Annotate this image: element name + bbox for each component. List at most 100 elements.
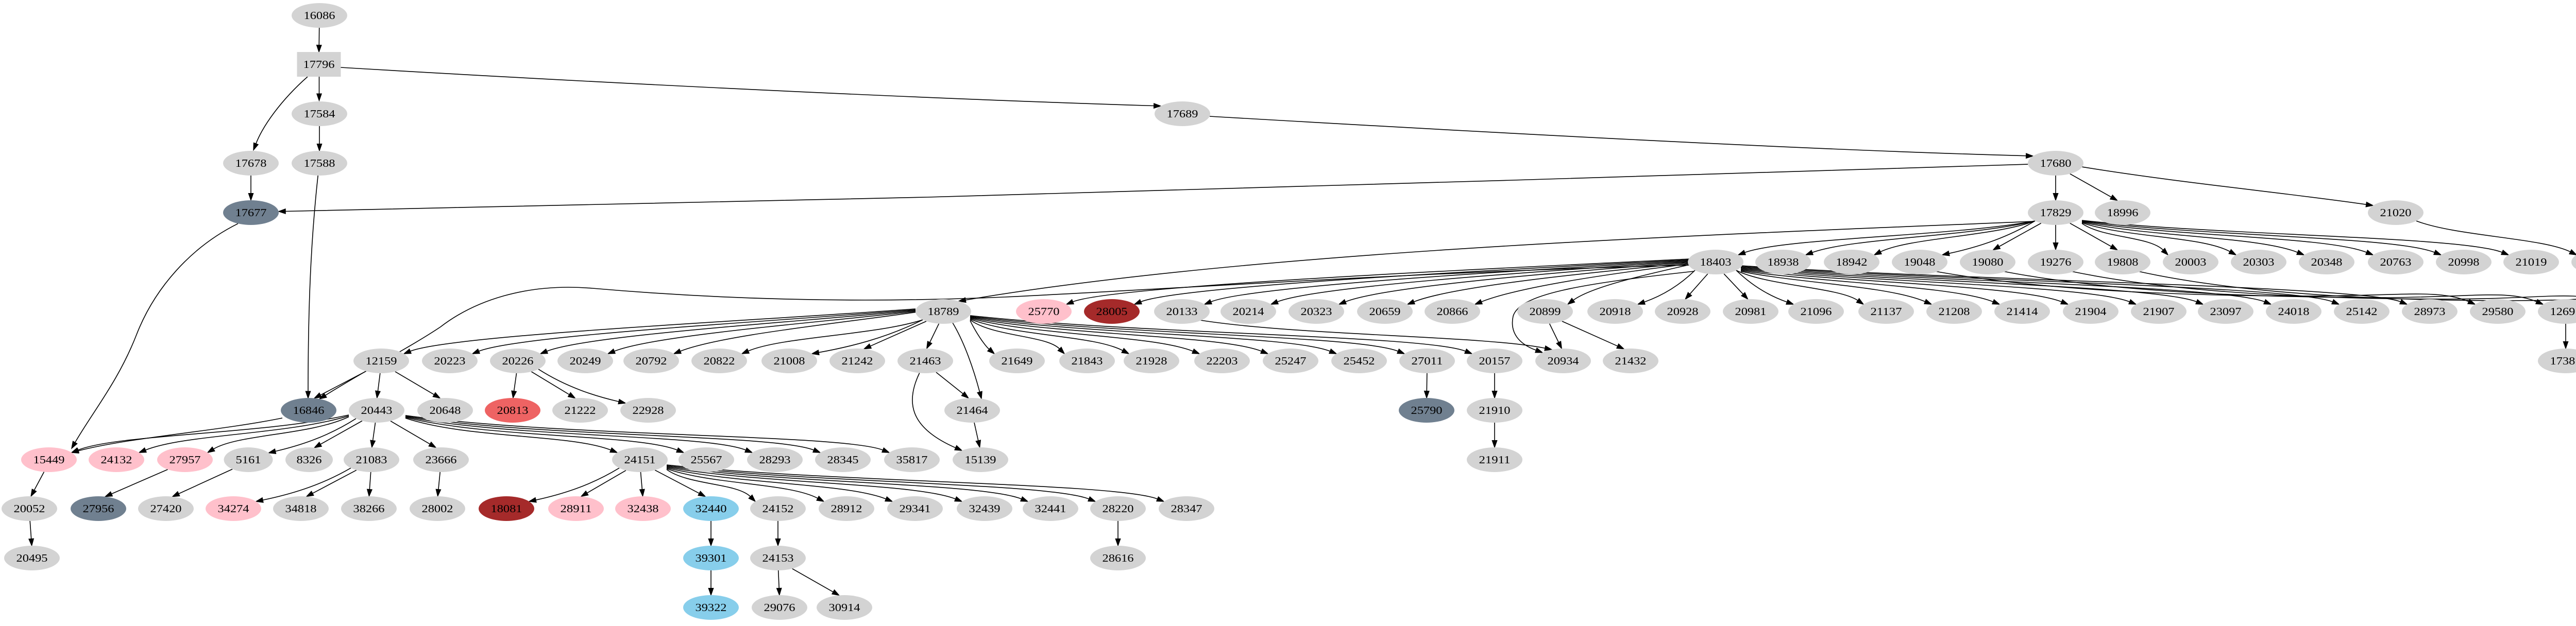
svg-text:27011: 27011 bbox=[1412, 355, 1443, 367]
svg-text:21019: 21019 bbox=[2516, 256, 2547, 268]
svg-text:21463: 21463 bbox=[910, 355, 941, 367]
svg-text:18942: 18942 bbox=[1836, 256, 1868, 268]
svg-text:21907: 21907 bbox=[2143, 305, 2175, 318]
svg-text:20792: 20792 bbox=[636, 355, 667, 367]
svg-text:38266: 38266 bbox=[353, 502, 385, 515]
svg-text:20157: 20157 bbox=[1479, 355, 1511, 367]
svg-text:35817: 35817 bbox=[896, 454, 928, 466]
svg-text:32439: 32439 bbox=[969, 502, 1001, 515]
svg-text:21910: 21910 bbox=[1479, 404, 1511, 416]
svg-text:28911: 28911 bbox=[561, 502, 592, 515]
svg-text:24152: 24152 bbox=[762, 502, 794, 515]
svg-text:29580: 29580 bbox=[2482, 305, 2514, 318]
svg-text:24018: 24018 bbox=[2278, 305, 2310, 318]
svg-text:32440: 32440 bbox=[696, 502, 727, 515]
svg-text:20003: 20003 bbox=[2175, 256, 2207, 268]
svg-text:21222: 21222 bbox=[565, 404, 596, 416]
svg-text:17796: 17796 bbox=[303, 58, 335, 71]
svg-text:25452: 25452 bbox=[1344, 355, 1375, 367]
svg-text:34818: 34818 bbox=[285, 502, 317, 515]
svg-text:21464: 21464 bbox=[957, 404, 989, 416]
svg-text:21911: 21911 bbox=[1479, 454, 1511, 466]
svg-text:21008: 21008 bbox=[774, 355, 805, 367]
svg-text:17588: 17588 bbox=[304, 157, 335, 169]
svg-text:28912: 28912 bbox=[831, 502, 862, 515]
svg-text:21432: 21432 bbox=[1615, 355, 1647, 367]
svg-text:39301: 39301 bbox=[696, 552, 727, 564]
svg-text:27957: 27957 bbox=[170, 454, 201, 466]
svg-text:20214: 20214 bbox=[1233, 305, 1265, 318]
svg-text:28973: 28973 bbox=[2414, 305, 2446, 318]
svg-text:20813: 20813 bbox=[497, 404, 529, 416]
svg-text:34274: 34274 bbox=[218, 502, 250, 515]
svg-text:17680: 17680 bbox=[2040, 157, 2072, 169]
svg-text:32438: 32438 bbox=[628, 502, 659, 515]
svg-text:25142: 25142 bbox=[2346, 305, 2378, 318]
svg-text:28002: 28002 bbox=[422, 502, 453, 515]
svg-text:20928: 20928 bbox=[1667, 305, 1699, 318]
svg-text:21843: 21843 bbox=[1072, 355, 1103, 367]
svg-text:29076: 29076 bbox=[764, 601, 795, 614]
svg-text:17677: 17677 bbox=[235, 206, 267, 219]
svg-text:20443: 20443 bbox=[361, 404, 393, 416]
svg-text:18938: 18938 bbox=[1768, 256, 1799, 268]
svg-text:20899: 20899 bbox=[1530, 305, 1561, 318]
svg-text:20918: 20918 bbox=[1600, 305, 1631, 318]
svg-text:19808: 19808 bbox=[2107, 256, 2139, 268]
svg-text:20348: 20348 bbox=[2311, 256, 2343, 268]
svg-text:28293: 28293 bbox=[759, 454, 791, 466]
svg-text:23666: 23666 bbox=[426, 454, 457, 466]
svg-text:16086: 16086 bbox=[304, 9, 335, 22]
svg-text:24153: 24153 bbox=[762, 552, 794, 564]
svg-text:25247: 25247 bbox=[1275, 355, 1307, 367]
svg-text:20866: 20866 bbox=[1437, 305, 1468, 318]
svg-text:18081: 18081 bbox=[491, 502, 522, 515]
svg-text:39322: 39322 bbox=[696, 601, 727, 614]
svg-text:25790: 25790 bbox=[1411, 404, 1443, 416]
svg-text:30914: 30914 bbox=[829, 601, 861, 614]
svg-text:15139: 15139 bbox=[965, 454, 996, 466]
svg-text:18996: 18996 bbox=[2107, 206, 2139, 219]
svg-text:24132: 24132 bbox=[101, 454, 132, 466]
svg-text:29341: 29341 bbox=[900, 502, 931, 515]
svg-text:21096: 21096 bbox=[1801, 305, 1832, 318]
svg-text:25567: 25567 bbox=[691, 454, 722, 466]
svg-text:21649: 21649 bbox=[1002, 355, 1033, 367]
svg-text:17689: 17689 bbox=[1167, 108, 1198, 120]
svg-text:15449: 15449 bbox=[33, 454, 65, 466]
svg-text:20981: 20981 bbox=[1735, 305, 1767, 318]
svg-text:17584: 17584 bbox=[304, 108, 336, 120]
svg-text:19276: 19276 bbox=[2040, 256, 2072, 268]
svg-text:28345: 28345 bbox=[827, 454, 859, 466]
svg-text:28005: 28005 bbox=[1096, 305, 1128, 318]
svg-text:20223: 20223 bbox=[434, 355, 466, 367]
svg-text:21242: 21242 bbox=[842, 355, 873, 367]
svg-text:19048: 19048 bbox=[1904, 256, 1936, 268]
svg-text:25770: 25770 bbox=[1028, 305, 1060, 318]
svg-text:20763: 20763 bbox=[2380, 256, 2412, 268]
svg-text:12159: 12159 bbox=[366, 355, 397, 367]
svg-text:23097: 23097 bbox=[2210, 305, 2242, 318]
svg-text:21414: 21414 bbox=[2007, 305, 2039, 318]
svg-text:19080: 19080 bbox=[1972, 256, 2004, 268]
svg-text:21904: 21904 bbox=[2075, 305, 2107, 318]
svg-text:16846: 16846 bbox=[293, 404, 325, 416]
svg-text:20648: 20648 bbox=[430, 404, 461, 416]
svg-text:28220: 28220 bbox=[1103, 502, 1134, 515]
svg-text:17829: 17829 bbox=[2040, 206, 2072, 219]
svg-text:20249: 20249 bbox=[570, 355, 601, 367]
svg-text:28616: 28616 bbox=[1103, 552, 1134, 564]
svg-text:21083: 21083 bbox=[356, 454, 387, 466]
svg-text:20659: 20659 bbox=[1369, 305, 1401, 318]
svg-text:22203: 22203 bbox=[1207, 355, 1238, 367]
svg-text:27420: 27420 bbox=[150, 502, 182, 515]
svg-text:21020: 21020 bbox=[2380, 206, 2412, 219]
svg-text:21928: 21928 bbox=[1136, 355, 1167, 367]
svg-text:5161: 5161 bbox=[236, 454, 261, 466]
svg-text:28347: 28347 bbox=[1171, 502, 1202, 515]
svg-text:20303: 20303 bbox=[2243, 256, 2275, 268]
svg-text:20934: 20934 bbox=[1548, 355, 1580, 367]
svg-text:32441: 32441 bbox=[1035, 502, 1066, 515]
